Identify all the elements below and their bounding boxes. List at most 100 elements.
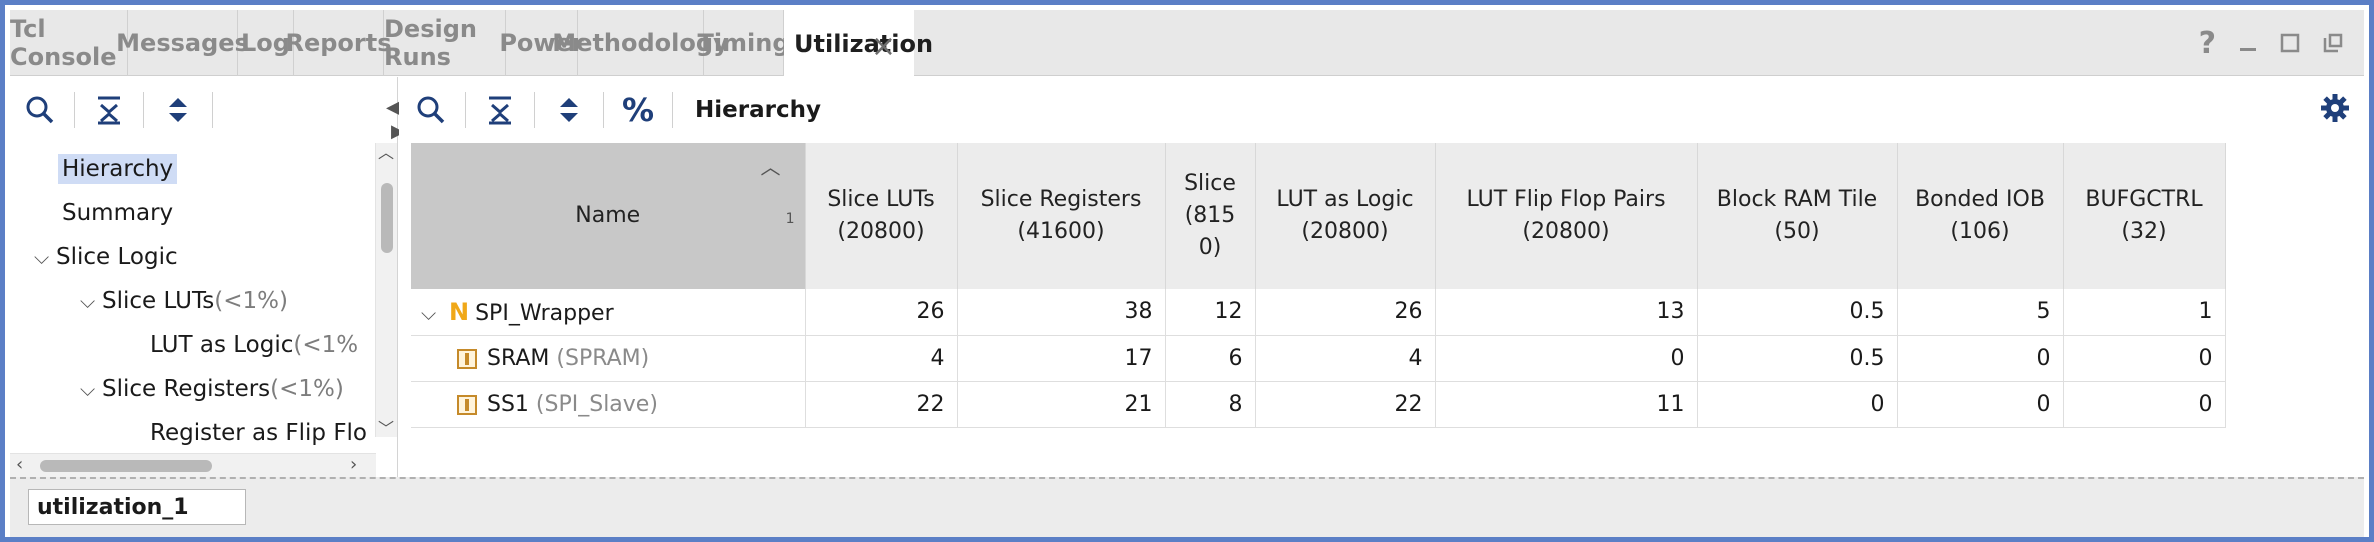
tree-item-label: Summary xyxy=(62,200,174,226)
cell-value[interactable]: 0 xyxy=(2063,381,2226,428)
cell-value[interactable]: 26 xyxy=(1255,289,1436,336)
expand-all-icon[interactable] xyxy=(152,85,204,135)
tab-bar: Tcl Console Messages Log Reports Design … xyxy=(10,10,2364,77)
tab-messages[interactable]: Messages xyxy=(116,10,249,76)
cell-value[interactable]: 5 xyxy=(1897,289,2064,336)
search-icon[interactable] xyxy=(14,85,66,135)
cell-value[interactable]: 0 xyxy=(1897,335,2064,382)
table-row[interactable]: SS1 (SPI_Slave) 22 21 8 22 11 0 0 0 xyxy=(411,381,2226,428)
tree-vertical-scrollbar[interactable]: ︿ ﹀ xyxy=(375,143,397,438)
column-header-label: Block RAM Tile xyxy=(1716,187,1878,212)
cell-value[interactable]: 11 xyxy=(1435,381,1698,428)
tree-item-slice-luts[interactable]: ⌵ Slice LUTs (<1%) xyxy=(80,281,288,321)
tree-item-register-as-flip-flop[interactable]: Register as Flip Flo xyxy=(150,413,367,453)
expand-chevron-icon[interactable]: ⌵ xyxy=(34,245,50,269)
column-header-bonded-iob[interactable]: Bonded IOB (106) xyxy=(1897,143,2064,289)
cell-value[interactable]: 13 xyxy=(1435,289,1698,336)
tree-item-summary[interactable]: Summary xyxy=(62,193,173,233)
close-tab-icon[interactable]: × xyxy=(870,29,896,64)
report-tree: Hierarchy Summary ⌵ Slice Logic ⌵ Slice … xyxy=(10,143,398,453)
cell-value[interactable]: 22 xyxy=(1255,381,1436,428)
column-header-block-ram-tile[interactable]: Block RAM Tile (50) xyxy=(1697,143,1898,289)
tab-log[interactable]: Log xyxy=(238,10,294,76)
column-header-name[interactable]: Name ︿ 1 xyxy=(411,143,806,289)
cell-value[interactable]: 8 xyxy=(1165,381,1256,428)
table-row[interactable]: ⌵ N SPI_Wrapper 26 38 12 26 13 0.5 5 1 xyxy=(411,289,2226,336)
tree-item-slice-logic[interactable]: ⌵ Slice Logic xyxy=(34,237,178,277)
tab-reports[interactable]: Reports xyxy=(285,10,392,76)
column-header-label: Slice xyxy=(1184,171,1236,196)
scroll-thumb[interactable] xyxy=(381,183,393,253)
tree-item-percent: (<1%) xyxy=(270,376,344,402)
cell-value[interactable]: 0.5 xyxy=(1697,289,1898,336)
tree-horizontal-scrollbar[interactable]: ‹ › xyxy=(10,453,376,477)
column-header-slice-luts[interactable]: Slice LUTs (20800) xyxy=(805,143,958,289)
scroll-left-icon[interactable]: ‹ xyxy=(16,454,24,475)
scroll-down-icon[interactable]: ﹀ xyxy=(378,419,395,438)
cell-value[interactable]: 0 xyxy=(2063,335,2226,382)
tree-item-slice-registers[interactable]: ⌵ Slice Registers (<1%) xyxy=(80,369,344,409)
cell-value[interactable]: 22 xyxy=(805,381,958,428)
show-percentage-button[interactable]: % xyxy=(621,91,655,129)
column-header-bufgctrl[interactable]: BUFGCTRL (32) xyxy=(2063,143,2226,289)
tree-item-hierarchy[interactable]: Hierarchy xyxy=(58,149,178,189)
cell-name[interactable]: ⌵ N SPI_Wrapper xyxy=(411,289,806,336)
cell-value[interactable]: 17 xyxy=(957,335,1166,382)
tree-item-lut-as-logic[interactable]: LUT as Logic (<1% xyxy=(150,325,358,365)
cell-value[interactable]: 1 xyxy=(2063,289,2226,336)
cell-value[interactable]: 21 xyxy=(957,381,1166,428)
module-instance-icon xyxy=(457,394,477,415)
column-header-available: (20800) xyxy=(1301,219,1389,244)
tab-design-runs[interactable]: Design Runs xyxy=(384,10,506,76)
collapse-all-icon[interactable] xyxy=(83,85,135,135)
report-toolbar: % Hierarchy xyxy=(405,77,821,143)
expand-chevron-icon[interactable]: ⌵ xyxy=(80,377,96,401)
column-header-available: 0) xyxy=(1198,235,1222,260)
tab-utilization[interactable]: Utilization × xyxy=(784,10,933,77)
cell-value[interactable]: 0 xyxy=(1435,335,1698,382)
column-header-lut-flip-flop-pairs[interactable]: LUT Flip Flop Pairs (20800) xyxy=(1435,143,1698,289)
tab-utilization-report[interactable]: utilization_1 xyxy=(28,489,246,525)
expand-chevron-icon[interactable]: ⌵ xyxy=(421,300,437,325)
cell-value[interactable]: 26 xyxy=(805,289,958,336)
tab-label: Log xyxy=(241,29,290,57)
tab-power[interactable]: Power xyxy=(499,10,584,76)
column-header-slice[interactable]: Slice (815 0) xyxy=(1165,143,1256,289)
top-module-icon: N xyxy=(449,297,470,326)
cell-value[interactable]: 0.5 xyxy=(1697,335,1898,382)
column-header-available: (32) xyxy=(2121,219,2167,244)
instance-name: SRAM xyxy=(487,345,557,371)
module-instance-icon xyxy=(457,348,477,369)
cell-value[interactable]: 6 xyxy=(1165,335,1256,382)
column-header-slice-registers[interactable]: Slice Registers (41600) xyxy=(957,143,1166,289)
tab-methodology[interactable]: Methodology xyxy=(552,10,729,76)
float-window-icon[interactable] xyxy=(2322,32,2344,54)
collapse-all-icon[interactable] xyxy=(474,85,526,135)
cell-value[interactable]: 4 xyxy=(1255,335,1436,382)
scroll-thumb[interactable] xyxy=(40,460,212,472)
column-header-label: BUFGCTRL xyxy=(2085,187,2203,212)
cell-name[interactable]: SRAM (SPRAM) xyxy=(411,335,806,382)
scroll-right-icon[interactable]: › xyxy=(350,454,358,475)
tab-tcl-console[interactable]: Tcl Console xyxy=(10,10,128,76)
cell-name[interactable]: SS1 (SPI_Slave) xyxy=(411,381,806,428)
cell-value[interactable]: 0 xyxy=(1897,381,2064,428)
report-tabs-area: utilization_1 xyxy=(10,477,2364,537)
search-icon[interactable] xyxy=(405,85,457,135)
scroll-up-icon[interactable]: ︿ xyxy=(378,143,395,162)
minimize-icon[interactable] xyxy=(2238,33,2258,53)
cell-value[interactable]: 12 xyxy=(1165,289,1256,336)
tab-label: Power xyxy=(499,29,584,57)
expand-all-icon[interactable] xyxy=(543,85,595,135)
table-row[interactable]: SRAM (SPRAM) 4 17 6 4 0 0.5 0 0 xyxy=(411,335,2226,382)
expand-chevron-icon[interactable]: ⌵ xyxy=(80,289,96,313)
column-header-lut-as-logic[interactable]: LUT as Logic (20800) xyxy=(1255,143,1436,289)
cell-value[interactable]: 4 xyxy=(805,335,958,382)
collapse-panel-icon[interactable]: ◀ xyxy=(386,97,400,118)
help-icon[interactable]: ? xyxy=(2198,25,2216,61)
tab-timing[interactable]: Timing xyxy=(697,10,790,76)
cell-value[interactable]: 38 xyxy=(957,289,1166,336)
maximize-icon[interactable] xyxy=(2280,33,2300,53)
cell-value[interactable]: 0 xyxy=(1697,381,1898,428)
gear-icon[interactable] xyxy=(2320,93,2350,127)
